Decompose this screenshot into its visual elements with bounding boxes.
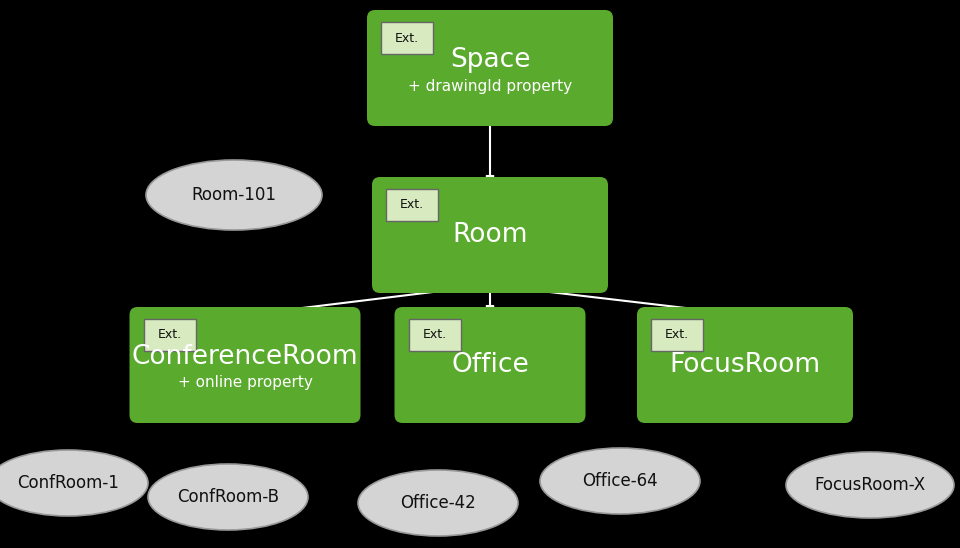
FancyBboxPatch shape	[651, 319, 703, 351]
Text: Office: Office	[451, 352, 529, 378]
Text: FocusRoom: FocusRoom	[669, 352, 821, 378]
Text: Room: Room	[452, 222, 528, 248]
FancyBboxPatch shape	[367, 10, 613, 126]
Ellipse shape	[786, 452, 954, 518]
Ellipse shape	[358, 470, 518, 536]
Text: + drawingId property: + drawingId property	[408, 78, 572, 94]
FancyBboxPatch shape	[381, 22, 433, 54]
Ellipse shape	[146, 160, 322, 230]
FancyBboxPatch shape	[395, 307, 586, 423]
FancyBboxPatch shape	[637, 307, 853, 423]
Text: ConferenceRoom: ConferenceRoom	[132, 344, 358, 370]
Text: FocusRoom-X: FocusRoom-X	[814, 476, 925, 494]
Ellipse shape	[540, 448, 700, 514]
Text: Ext.: Ext.	[395, 31, 420, 44]
Text: + online property: + online property	[178, 375, 312, 391]
Text: Ext.: Ext.	[157, 328, 181, 341]
Ellipse shape	[0, 450, 148, 516]
Text: Ext.: Ext.	[665, 328, 689, 341]
Text: Office-64: Office-64	[582, 472, 658, 490]
Text: Office-42: Office-42	[400, 494, 476, 512]
Text: Ext.: Ext.	[400, 198, 424, 212]
Text: Room-101: Room-101	[191, 186, 276, 204]
FancyBboxPatch shape	[130, 307, 361, 423]
FancyBboxPatch shape	[386, 189, 438, 221]
FancyBboxPatch shape	[409, 319, 461, 351]
FancyBboxPatch shape	[372, 177, 608, 293]
Text: ConfRoom-B: ConfRoom-B	[177, 488, 279, 506]
Text: Ext.: Ext.	[422, 328, 446, 341]
FancyBboxPatch shape	[143, 319, 196, 351]
Text: ConfRoom-1: ConfRoom-1	[17, 474, 119, 492]
Ellipse shape	[148, 464, 308, 530]
Text: Space: Space	[449, 47, 530, 73]
